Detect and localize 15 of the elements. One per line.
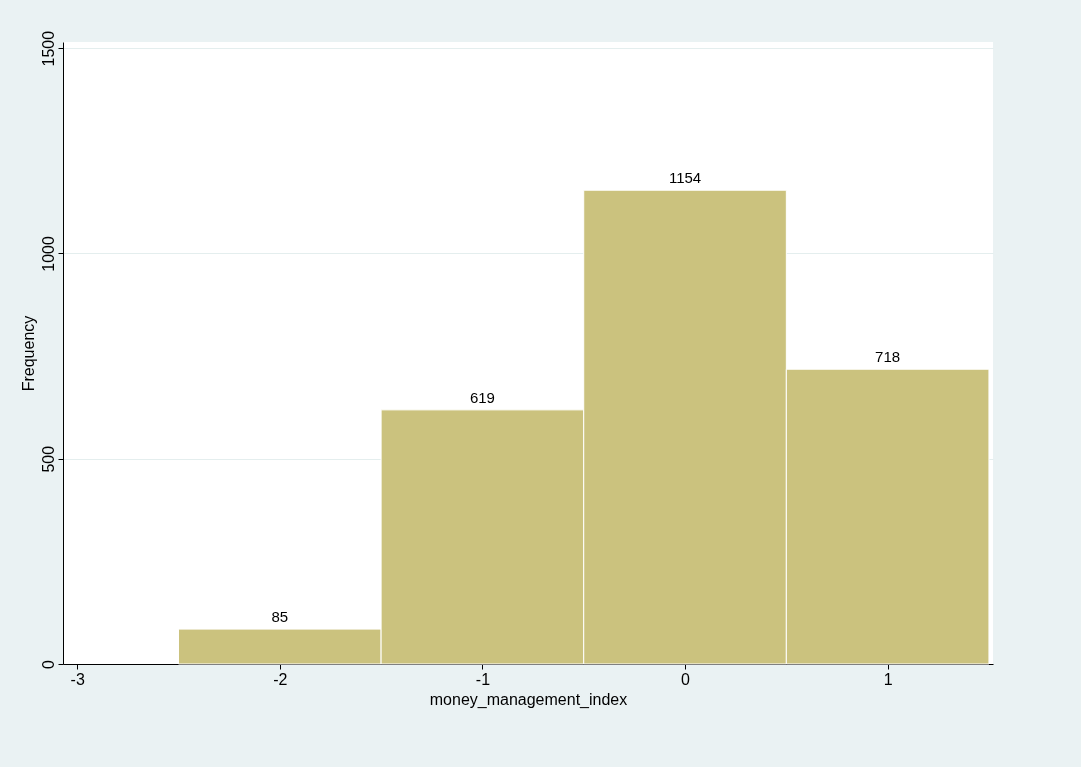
y-tick-label: 1000 (39, 236, 57, 272)
x-tick-label: -1 (475, 670, 491, 688)
x-tick-label: 0 (681, 670, 691, 688)
data-label: 619 (469, 388, 495, 406)
data-label: 718 (875, 348, 901, 366)
data-label: 85 (271, 608, 289, 626)
y-tick-label: 500 (39, 445, 57, 473)
x-axis-title: money_management_index (429, 690, 628, 709)
x-tick-label: -2 (273, 670, 288, 688)
y-tick-label: 0 (39, 659, 57, 669)
y-axis-title: Frequency (19, 315, 37, 392)
x-tick-label: 1 (883, 670, 893, 688)
x-tick-label: -3 (70, 670, 85, 688)
y-tick-label: 1500 (39, 30, 57, 67)
data-label: 1154 (668, 169, 702, 187)
